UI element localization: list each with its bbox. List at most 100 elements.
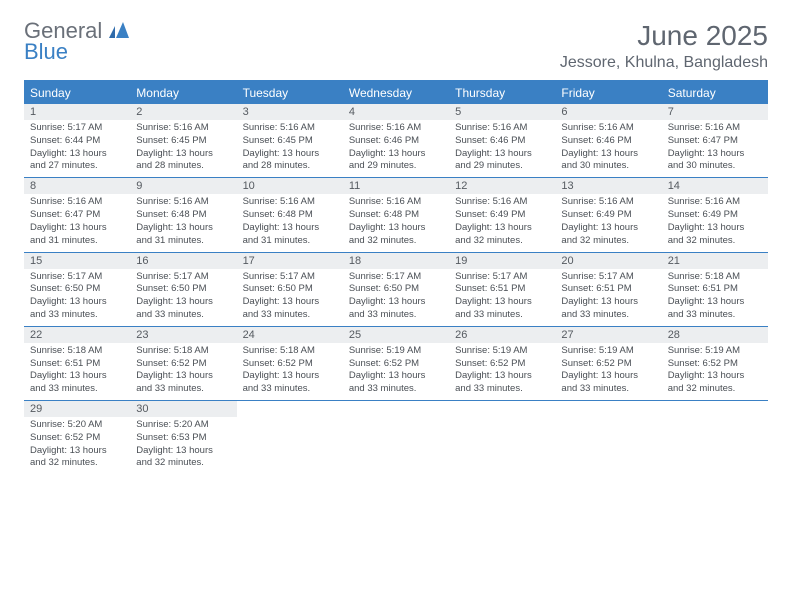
day-number [662,401,768,417]
day-body: Sunrise: 5:16 AMSunset: 6:47 PMDaylight:… [24,194,130,247]
day-number: 25 [343,327,449,343]
weeks-container: 1Sunrise: 5:17 AMSunset: 6:44 PMDaylight… [24,104,768,474]
day-number [449,401,555,417]
day-body: Sunrise: 5:16 AMSunset: 6:47 PMDaylight:… [662,120,768,173]
sunrise-text: Sunrise: 5:16 AM [349,196,443,209]
day-number: 27 [555,327,661,343]
calendar-page: General Blue June 2025 Jessore, Khulna, … [0,0,792,494]
calendar-day: 6Sunrise: 5:16 AMSunset: 6:46 PMDaylight… [555,104,661,177]
sunset-text: Sunset: 6:52 PM [455,358,549,371]
day-body: Sunrise: 5:16 AMSunset: 6:48 PMDaylight:… [237,194,343,247]
day-body: Sunrise: 5:16 AMSunset: 6:45 PMDaylight:… [130,120,236,173]
day-body: Sunrise: 5:17 AMSunset: 6:50 PMDaylight:… [237,269,343,322]
day-body: Sunrise: 5:17 AMSunset: 6:51 PMDaylight:… [449,269,555,322]
day-number: 28 [662,327,768,343]
calendar-day: 28Sunrise: 5:19 AMSunset: 6:52 PMDayligh… [662,327,768,400]
calendar-day: 17Sunrise: 5:17 AMSunset: 6:50 PMDayligh… [237,253,343,326]
sunrise-text: Sunrise: 5:18 AM [30,345,124,358]
calendar-day: 3Sunrise: 5:16 AMSunset: 6:45 PMDaylight… [237,104,343,177]
sunset-text: Sunset: 6:53 PM [136,432,230,445]
sunset-text: Sunset: 6:46 PM [455,135,549,148]
sunrise-text: Sunrise: 5:17 AM [136,271,230,284]
daylight-text: Daylight: 13 hours and 28 minutes. [243,148,337,174]
weekday-header: Sunday [24,82,130,104]
day-body: Sunrise: 5:19 AMSunset: 6:52 PMDaylight:… [662,343,768,396]
daylight-text: Daylight: 13 hours and 30 minutes. [668,148,762,174]
day-body: Sunrise: 5:16 AMSunset: 6:48 PMDaylight:… [130,194,236,247]
day-body: Sunrise: 5:19 AMSunset: 6:52 PMDaylight:… [555,343,661,396]
sunset-text: Sunset: 6:52 PM [243,358,337,371]
weekday-header: Saturday [662,82,768,104]
sunrise-text: Sunrise: 5:19 AM [668,345,762,358]
day-number: 5 [449,104,555,120]
daylight-text: Daylight: 13 hours and 27 minutes. [30,148,124,174]
sunrise-text: Sunrise: 5:16 AM [455,122,549,135]
calendar-week: 1Sunrise: 5:17 AMSunset: 6:44 PMDaylight… [24,104,768,178]
sunrise-text: Sunrise: 5:19 AM [349,345,443,358]
sunset-text: Sunset: 6:49 PM [455,209,549,222]
daylight-text: Daylight: 13 hours and 33 minutes. [243,370,337,396]
sunset-text: Sunset: 6:49 PM [668,209,762,222]
day-body: Sunrise: 5:17 AMSunset: 6:51 PMDaylight:… [555,269,661,322]
weekday-header: Tuesday [237,82,343,104]
calendar-day: 30Sunrise: 5:20 AMSunset: 6:53 PMDayligh… [130,401,236,474]
sunrise-text: Sunrise: 5:16 AM [136,122,230,135]
day-body: Sunrise: 5:18 AMSunset: 6:51 PMDaylight:… [24,343,130,396]
daylight-text: Daylight: 13 hours and 33 minutes. [349,296,443,322]
weekday-header: Friday [555,82,661,104]
day-body: Sunrise: 5:19 AMSunset: 6:52 PMDaylight:… [343,343,449,396]
day-number: 16 [130,253,236,269]
day-number: 30 [130,401,236,417]
day-body [237,417,343,419]
sunrise-text: Sunrise: 5:16 AM [455,196,549,209]
day-number: 14 [662,178,768,194]
day-body: Sunrise: 5:18 AMSunset: 6:52 PMDaylight:… [237,343,343,396]
sunrise-text: Sunrise: 5:18 AM [668,271,762,284]
day-number: 4 [343,104,449,120]
sunset-text: Sunset: 6:52 PM [561,358,655,371]
day-number: 29 [24,401,130,417]
sunset-text: Sunset: 6:50 PM [30,283,124,296]
day-body [449,417,555,419]
day-number: 12 [449,178,555,194]
sunset-text: Sunset: 6:47 PM [668,135,762,148]
calendar-day: 14Sunrise: 5:16 AMSunset: 6:49 PMDayligh… [662,178,768,251]
logo-flag-icon [109,22,129,38]
sunrise-text: Sunrise: 5:17 AM [243,271,337,284]
sunset-text: Sunset: 6:51 PM [668,283,762,296]
sunset-text: Sunset: 6:50 PM [243,283,337,296]
calendar-day: 7Sunrise: 5:16 AMSunset: 6:47 PMDaylight… [662,104,768,177]
daylight-text: Daylight: 13 hours and 33 minutes. [136,370,230,396]
calendar-day: 9Sunrise: 5:16 AMSunset: 6:48 PMDaylight… [130,178,236,251]
header: General Blue June 2025 Jessore, Khulna, … [24,20,768,72]
sunset-text: Sunset: 6:46 PM [561,135,655,148]
sunset-text: Sunset: 6:51 PM [30,358,124,371]
calendar-day: 27Sunrise: 5:19 AMSunset: 6:52 PMDayligh… [555,327,661,400]
daylight-text: Daylight: 13 hours and 33 minutes. [455,370,549,396]
sunrise-text: Sunrise: 5:16 AM [349,122,443,135]
daylight-text: Daylight: 13 hours and 29 minutes. [349,148,443,174]
calendar-day: 24Sunrise: 5:18 AMSunset: 6:52 PMDayligh… [237,327,343,400]
location: Jessore, Khulna, Bangladesh [560,54,768,72]
sunset-text: Sunset: 6:52 PM [136,358,230,371]
day-number: 22 [24,327,130,343]
sunrise-text: Sunrise: 5:17 AM [30,122,124,135]
sunrise-text: Sunrise: 5:17 AM [455,271,549,284]
calendar-week: 15Sunrise: 5:17 AMSunset: 6:50 PMDayligh… [24,253,768,327]
day-number: 6 [555,104,661,120]
day-body [662,417,768,419]
weekday-header: Monday [130,82,236,104]
day-number: 18 [343,253,449,269]
calendar-day: 1Sunrise: 5:17 AMSunset: 6:44 PMDaylight… [24,104,130,177]
sunset-text: Sunset: 6:49 PM [561,209,655,222]
weekday-header-row: Sunday Monday Tuesday Wednesday Thursday… [24,82,768,104]
calendar-day: 10Sunrise: 5:16 AMSunset: 6:48 PMDayligh… [237,178,343,251]
day-number: 19 [449,253,555,269]
sunset-text: Sunset: 6:44 PM [30,135,124,148]
day-body: Sunrise: 5:18 AMSunset: 6:52 PMDaylight:… [130,343,236,396]
day-number: 15 [24,253,130,269]
sunrise-text: Sunrise: 5:17 AM [30,271,124,284]
daylight-text: Daylight: 13 hours and 32 minutes. [561,222,655,248]
daylight-text: Daylight: 13 hours and 33 minutes. [349,370,443,396]
day-body: Sunrise: 5:16 AMSunset: 6:46 PMDaylight:… [449,120,555,173]
